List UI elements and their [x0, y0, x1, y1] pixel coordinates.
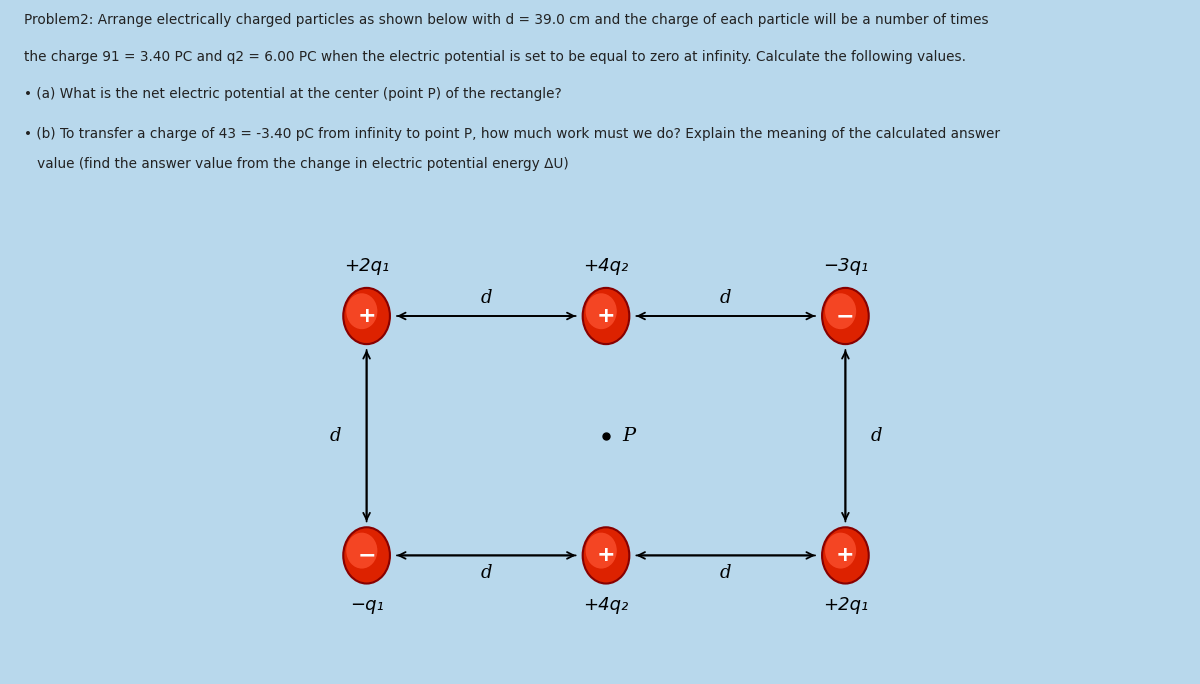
Text: +4q₂: +4q₂: [583, 257, 629, 276]
Ellipse shape: [347, 293, 377, 329]
Text: d: d: [720, 289, 732, 307]
Text: value (find the answer value from the change in electric potential energy ΔU): value (find the answer value from the ch…: [24, 157, 569, 171]
Ellipse shape: [822, 527, 869, 583]
Ellipse shape: [584, 529, 628, 582]
Text: d: d: [480, 564, 492, 582]
Ellipse shape: [586, 533, 617, 568]
Text: +4q₂: +4q₂: [583, 596, 629, 614]
Ellipse shape: [823, 289, 868, 343]
Text: +: +: [836, 545, 854, 566]
Text: −3q₁: −3q₁: [823, 257, 868, 276]
Ellipse shape: [343, 527, 390, 583]
Text: Problem2: Arrange electrically charged particles as shown below with d = 39.0 cm: Problem2: Arrange electrically charged p…: [24, 13, 989, 27]
Ellipse shape: [822, 288, 869, 344]
Ellipse shape: [826, 293, 856, 329]
Text: −: −: [358, 545, 376, 566]
Text: • (b) To transfer a charge of 43 = -3.40 pC from infinity to point P, how much w: • (b) To transfer a charge of 43 = -3.40…: [24, 127, 1000, 141]
Ellipse shape: [347, 533, 377, 568]
Ellipse shape: [583, 527, 629, 583]
Text: d: d: [720, 564, 732, 582]
Ellipse shape: [823, 529, 868, 582]
Ellipse shape: [583, 288, 629, 344]
Text: d: d: [871, 427, 882, 445]
Text: −: −: [836, 306, 854, 326]
Text: • (a) What is the net electric potential at the center (point P) of the rectangl: • (a) What is the net electric potential…: [24, 87, 562, 101]
Ellipse shape: [344, 529, 389, 582]
Text: +: +: [596, 306, 616, 326]
Ellipse shape: [826, 533, 856, 568]
Ellipse shape: [584, 289, 628, 343]
Text: +2q₁: +2q₁: [344, 257, 389, 276]
Ellipse shape: [344, 289, 389, 343]
Text: d: d: [480, 289, 492, 307]
Text: d: d: [330, 427, 341, 445]
Text: −q₁: −q₁: [349, 596, 384, 614]
Ellipse shape: [586, 293, 617, 329]
Text: P: P: [623, 427, 636, 445]
Text: +2q₁: +2q₁: [823, 596, 868, 614]
Text: the charge 91 = 3.40 PC and q2 = 6.00 PC when the electric potential is set to b: the charge 91 = 3.40 PC and q2 = 6.00 PC…: [24, 50, 966, 64]
Text: +: +: [596, 545, 616, 566]
Text: +: +: [358, 306, 376, 326]
Ellipse shape: [343, 288, 390, 344]
